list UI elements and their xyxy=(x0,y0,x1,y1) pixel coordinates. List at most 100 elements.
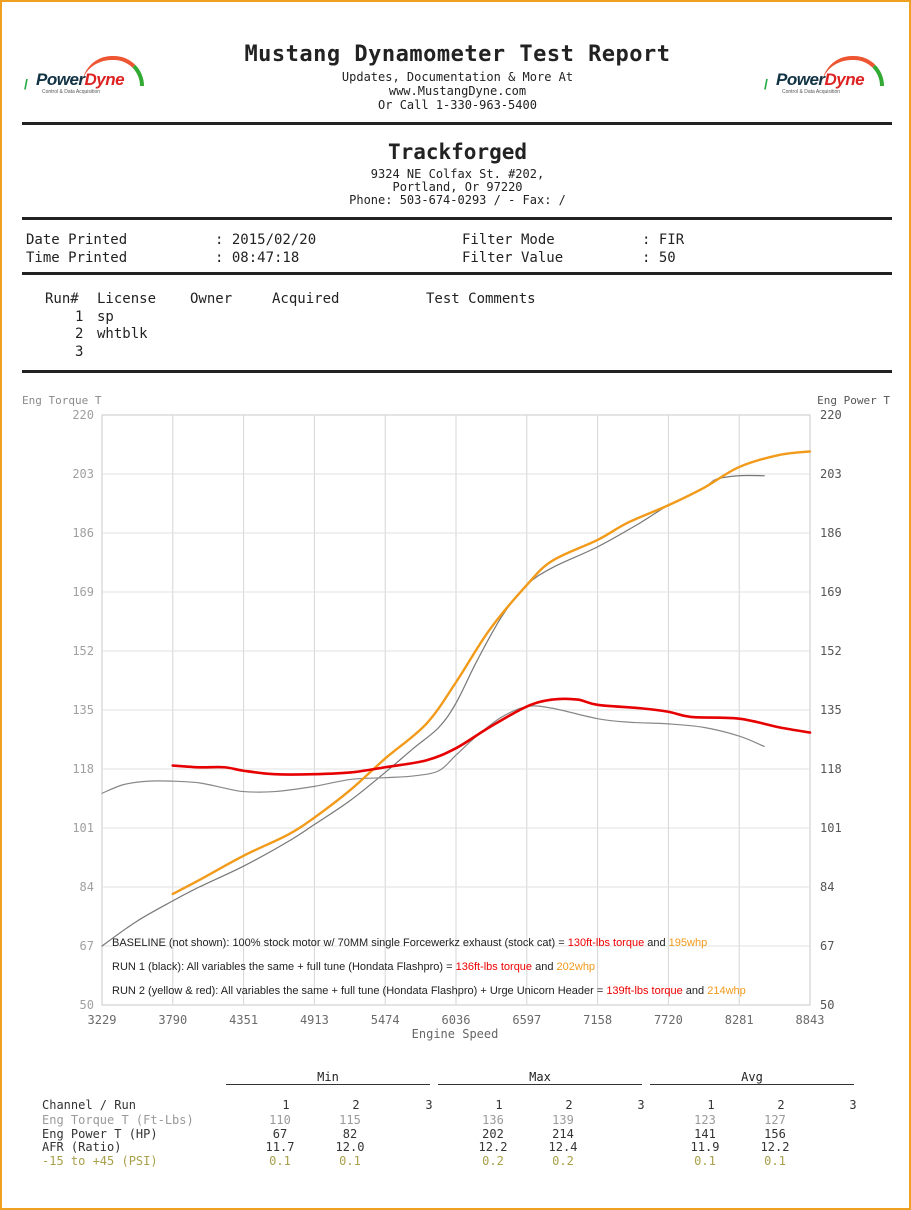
group-min: Min xyxy=(317,1070,339,1084)
x-tick-label: 8843 xyxy=(796,1013,825,1027)
group-avg: Avg xyxy=(741,1070,763,1084)
stat-value: 11.9 xyxy=(690,1140,720,1154)
left-tick-label: 101 xyxy=(72,821,94,835)
channel-name: -15 to +45 (PSI) xyxy=(42,1153,158,1168)
filter-value-value: : 50 xyxy=(642,250,676,266)
right-tick-label: 186 xyxy=(820,526,842,540)
runs-header-comments: Test Comments xyxy=(426,291,536,307)
left-axis-label: Eng Torque T xyxy=(22,394,102,407)
run-column-header: 2 xyxy=(565,1098,573,1112)
date-printed-label: Date Printed xyxy=(26,232,128,248)
right-tick-label: 152 xyxy=(820,644,842,658)
annotation-baseline: BASELINE (not shown): 100% stock motor w… xyxy=(112,937,708,949)
right-tick-label: 118 xyxy=(820,762,842,776)
x-axis-label: Engine Speed xyxy=(412,1027,499,1041)
time-printed-label: Time Printed xyxy=(26,250,128,266)
stat-value: 67 xyxy=(272,1126,288,1141)
stat-value: 110 xyxy=(269,1113,291,1127)
left-tick-label: 67 xyxy=(80,939,94,953)
group-rule xyxy=(226,1084,430,1085)
stat-value: 0.2 xyxy=(482,1153,504,1168)
stat-value: 11.7 xyxy=(265,1140,295,1154)
run-number: 1 xyxy=(75,309,84,325)
stat-value: 115 xyxy=(339,1113,361,1127)
shop-phone: Phone: 503-674-0293 / - Fax: / xyxy=(349,193,566,207)
left-tick-label: 118 xyxy=(72,762,94,776)
shop-address-2: Portland, Or 97220 xyxy=(392,180,523,194)
run-column-header: 3 xyxy=(425,1098,433,1112)
run-number: 2 xyxy=(75,326,84,342)
stat-value: 139 xyxy=(552,1113,574,1127)
x-tick-label: 3229 xyxy=(88,1013,117,1027)
stat-value: 12.4 xyxy=(548,1140,578,1154)
run-column-header: 3 xyxy=(637,1098,645,1112)
stat-value: 12.0 xyxy=(335,1140,365,1154)
right-tick-label: 169 xyxy=(820,585,842,599)
left-tick-label: 169 xyxy=(72,585,94,599)
left-tick-label: 186 xyxy=(72,526,94,540)
stat-value: 12.2 xyxy=(478,1140,508,1154)
stat-value: 136 xyxy=(482,1113,504,1127)
stat-value: 214 xyxy=(552,1126,574,1141)
stat-value: 123 xyxy=(694,1113,716,1127)
stat-value: 0.1 xyxy=(269,1153,291,1168)
x-tick-label: 8281 xyxy=(725,1013,754,1027)
filter-mode-label: Filter Mode xyxy=(462,232,555,248)
runs-header-acquired: Acquired xyxy=(272,291,340,307)
stat-value: 0.1 xyxy=(764,1153,786,1168)
x-tick-label: 7158 xyxy=(583,1013,612,1027)
run-column-header: 3 xyxy=(849,1098,857,1112)
right-tick-label: 101 xyxy=(820,821,842,835)
runs-header-owner: Owner xyxy=(190,291,233,307)
run-column-header: 1 xyxy=(282,1098,290,1112)
run-column-header: 1 xyxy=(495,1098,503,1112)
stat-value: 156 xyxy=(764,1126,786,1141)
left-tick-label: 50 xyxy=(80,998,94,1012)
left-tick-label: 220 xyxy=(72,408,94,422)
shop-address-1: 9324 NE Colfax St. #202, xyxy=(370,167,545,181)
run-license: sp xyxy=(97,309,114,325)
left-tick-label: 203 xyxy=(72,467,94,481)
left-tick-label: 135 xyxy=(72,703,94,717)
right-axis-label: Eng Power T xyxy=(817,394,890,407)
run-number: 3 xyxy=(75,344,84,360)
filter-value-label: Filter Value xyxy=(462,250,564,266)
channel-name: AFR (Ratio) xyxy=(42,1140,122,1154)
run-column-header: 1 xyxy=(707,1098,715,1112)
header-line-1: Updates, Documentation & More At xyxy=(341,70,574,84)
left-tick-label: 84 xyxy=(80,880,94,894)
stat-value: 0.1 xyxy=(339,1153,361,1168)
stat-value: 12.2 xyxy=(760,1140,790,1154)
divider xyxy=(22,370,892,373)
x-tick-label: 4351 xyxy=(229,1013,258,1027)
right-tick-label: 67 xyxy=(820,939,834,953)
left-tick-label: 152 xyxy=(72,644,94,658)
time-printed-value: : 08:47:18 xyxy=(215,250,300,266)
divider xyxy=(22,272,892,275)
x-tick-label: 6597 xyxy=(512,1013,541,1027)
channel-header: Channel / Run xyxy=(42,1098,136,1112)
right-tick-label: 50 xyxy=(820,998,834,1012)
series-line xyxy=(171,697,812,776)
group-rule xyxy=(438,1084,642,1085)
annotation-run1: RUN 1 (black): All variables the same + … xyxy=(112,961,596,973)
header-phone: Or Call 1-330-963-5400 xyxy=(378,98,537,112)
stat-value: 82 xyxy=(342,1126,358,1141)
series-line xyxy=(101,705,765,794)
annotation-run2: RUN 2 (yellow & red): All variables the … xyxy=(112,985,746,997)
right-tick-label: 84 xyxy=(820,880,834,894)
channel-name: Eng Power T (HP) xyxy=(42,1126,158,1141)
chart-series xyxy=(101,450,812,947)
report-title: Mustang Dynamometer Test Report xyxy=(244,42,671,67)
right-tick-label: 220 xyxy=(820,408,842,422)
stat-value: 0.2 xyxy=(552,1153,574,1168)
run-column-header: 2 xyxy=(777,1098,785,1112)
stat-value: 127 xyxy=(764,1113,786,1127)
x-tick-label: 7720 xyxy=(654,1013,683,1027)
right-tick-label: 203 xyxy=(820,467,842,481)
run-column-header: 2 xyxy=(352,1098,360,1112)
run-license: whtblk xyxy=(97,326,148,342)
x-tick-label: 4913 xyxy=(300,1013,329,1027)
powerdyne-logo-right: / PowerDyne Control & Data Acquisition xyxy=(764,56,892,100)
